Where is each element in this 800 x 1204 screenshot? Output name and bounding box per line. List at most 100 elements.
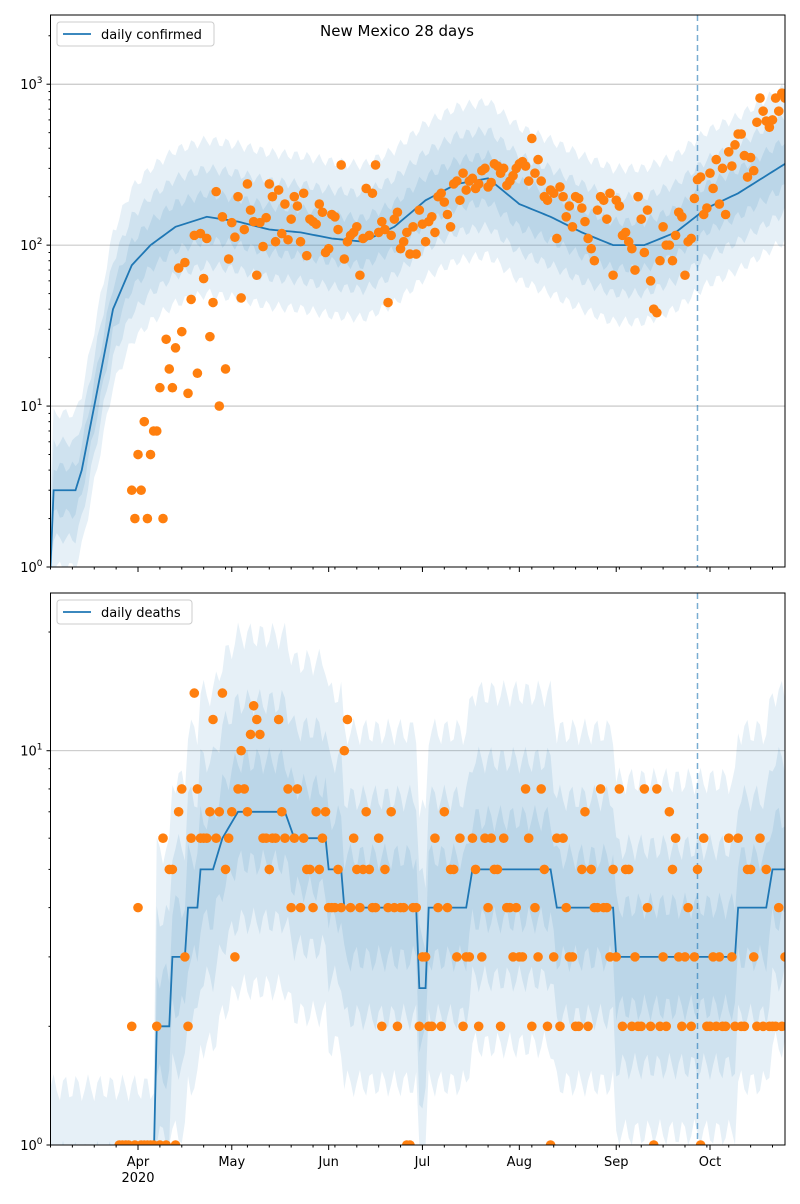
data-point — [183, 388, 193, 399]
data-point — [139, 416, 150, 427]
data-point — [498, 163, 509, 174]
data-point — [661, 1021, 672, 1032]
data-point — [577, 864, 587, 875]
data-point — [705, 168, 715, 178]
data-point — [552, 233, 562, 244]
data-point — [670, 230, 681, 241]
data-point — [402, 227, 412, 238]
data-point — [677, 1021, 687, 1032]
legend-label: daily deaths — [101, 606, 181, 621]
data-point — [298, 188, 309, 199]
data-point — [251, 714, 262, 725]
data-point — [739, 1021, 750, 1032]
data-point — [608, 864, 618, 875]
data-point — [261, 212, 271, 223]
chart-title: New Mexico 28 days — [320, 22, 474, 40]
data-point — [201, 233, 212, 244]
x-tick-label: Jun — [318, 1155, 339, 1170]
data-point — [548, 952, 559, 962]
data-point — [220, 864, 231, 875]
data-point — [652, 307, 662, 318]
data-point — [748, 165, 759, 176]
data-point — [364, 864, 375, 875]
data-point — [289, 833, 300, 843]
data-point — [405, 1140, 415, 1145]
data-point — [398, 236, 409, 247]
data-point — [698, 833, 709, 843]
data-point — [427, 1021, 437, 1032]
legend-label: daily confirmed — [101, 28, 202, 43]
data-point — [408, 221, 418, 232]
data-point — [276, 806, 287, 817]
data-point — [636, 214, 647, 224]
data-point — [617, 1021, 628, 1032]
data-point — [183, 1021, 193, 1032]
data-point — [564, 201, 575, 211]
tick-base: 10 — [20, 239, 37, 254]
data-point — [555, 1021, 565, 1032]
data-point — [186, 833, 196, 843]
data-point — [483, 902, 493, 913]
data-point — [283, 784, 293, 794]
data-point — [420, 236, 431, 247]
data-point — [342, 714, 353, 725]
data-point — [323, 243, 334, 254]
data-point — [242, 806, 253, 817]
y-tick-label: 100 — [20, 1137, 43, 1154]
data-point — [677, 211, 687, 222]
data-point — [439, 806, 450, 817]
data-point — [301, 250, 312, 261]
data-point — [273, 185, 284, 195]
data-point — [458, 168, 468, 178]
data-point — [180, 952, 190, 962]
data-point — [720, 1021, 731, 1032]
x-tick-label: Apr — [127, 1155, 150, 1170]
data-point — [611, 952, 622, 962]
data-point — [189, 688, 200, 698]
data-point — [461, 185, 471, 195]
data-point — [711, 154, 722, 165]
data-point — [723, 833, 734, 843]
tick-exp: 1 — [37, 743, 43, 753]
data-point — [686, 233, 697, 244]
data-point — [545, 1140, 556, 1145]
data-point — [664, 240, 675, 250]
legend: daily deaths — [56, 599, 193, 625]
data-point — [620, 227, 631, 238]
data-point — [161, 1140, 171, 1145]
confidence-band — [50, 140, 785, 567]
data-point — [702, 203, 712, 213]
y-tick-label: 102 — [20, 237, 42, 254]
data-point — [642, 205, 653, 215]
data-point — [339, 745, 350, 756]
data-point — [336, 902, 346, 913]
data-point — [436, 188, 446, 199]
data-point — [414, 1021, 425, 1032]
data-point — [486, 833, 497, 843]
data-point — [686, 1021, 697, 1032]
data-point — [720, 209, 731, 220]
data-point — [689, 952, 700, 962]
data-point — [292, 784, 303, 794]
data-point — [652, 784, 662, 794]
data-point — [333, 224, 343, 235]
data-point — [383, 297, 393, 308]
data-point — [361, 806, 371, 817]
data-point — [420, 952, 431, 962]
data-point — [242, 179, 253, 189]
data-point — [520, 161, 531, 171]
data-point — [333, 864, 343, 875]
data-point — [517, 952, 528, 962]
data-point — [533, 952, 543, 962]
data-point — [442, 209, 453, 220]
data-point — [727, 161, 737, 171]
data-point — [639, 784, 650, 794]
data-point — [205, 806, 215, 817]
data-point — [583, 233, 593, 244]
data-point — [292, 201, 303, 211]
data-point — [536, 176, 547, 186]
y-tick-label: 100 — [20, 559, 43, 576]
tick-exp: 3 — [37, 76, 43, 86]
